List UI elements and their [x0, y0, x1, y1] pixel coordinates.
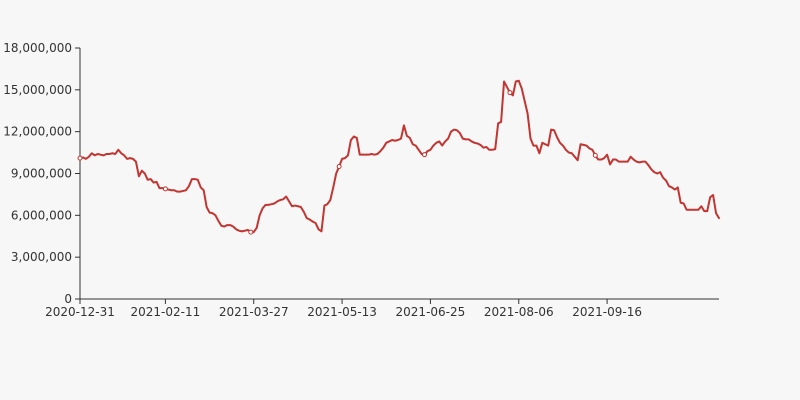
x-tick-label: 2021-09-16: [572, 305, 642, 319]
x-tick-label: 2021-05-13: [307, 305, 377, 319]
x-tick-label: 2020-12-31: [45, 305, 115, 319]
data-point-marker: [162, 186, 168, 192]
y-tick-label: 18,000,000: [3, 41, 72, 55]
data-point-marker: [77, 155, 83, 161]
x-axis: 2020-12-31 2021-02-11 2021-03-27 2021-05-13…: [45, 298, 719, 319]
x-tick-label: 2021-02-11: [131, 305, 201, 319]
data-point-marker: [248, 229, 254, 235]
data-point-marker: [507, 90, 513, 96]
y-tick-label: 6,000,000: [11, 208, 72, 222]
y-tick-label: 12,000,000: [3, 125, 72, 139]
data-point-marker: [592, 152, 598, 158]
y-axis: 0 3,000,000 6,000,000 9,000,000 12,000,000 15…: [3, 41, 81, 306]
data-point-marker: [422, 152, 428, 158]
x-tick-label: 2021-03-27: [219, 305, 289, 319]
x-tick-label: 2021-08-06: [484, 305, 554, 319]
data-point-marker: [336, 164, 342, 170]
y-tick-label: 3,000,000: [11, 250, 72, 264]
plot-area: [77, 79, 720, 235]
y-tick-label: 9,000,000: [11, 167, 72, 181]
y-tick-label: 0: [64, 292, 72, 306]
series-line: [79, 79, 720, 234]
x-tick-label: 2021-06-25: [396, 305, 466, 319]
y-tick-label: 15,000,000: [3, 83, 72, 97]
